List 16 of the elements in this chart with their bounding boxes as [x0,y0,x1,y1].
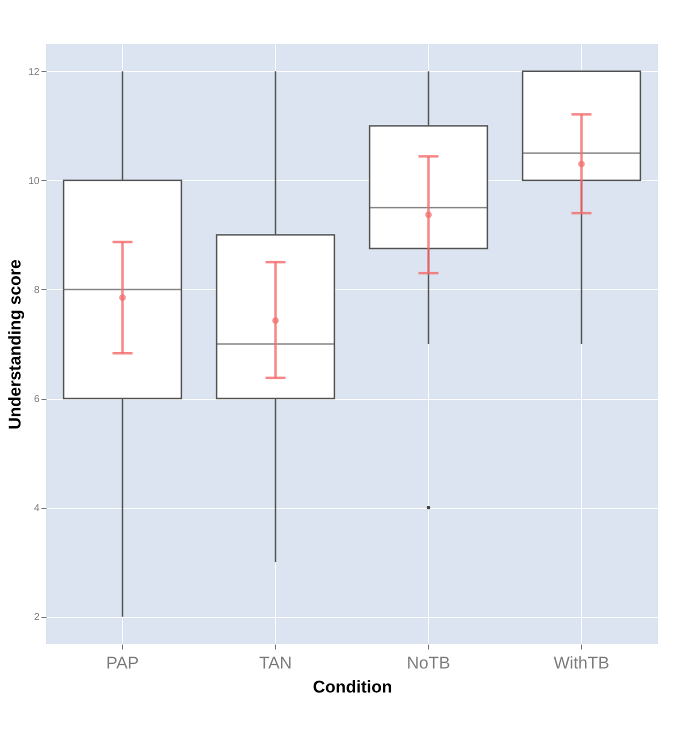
y-tick-label: 6 [34,394,40,406]
y-tick-label: 12 [28,66,40,78]
x-tick-label: PAP [106,654,139,672]
x-tick-label: WithTB [554,654,610,672]
y-axis-title: Understanding score [5,259,24,430]
y-tick-label: 2 [34,612,40,624]
y-tick-label: 8 [34,284,40,296]
point [425,211,432,218]
point [119,294,126,301]
x-tick-label: NoTB [406,654,450,672]
x-tick-label: TAN [259,654,292,672]
point [578,160,585,168]
point [272,317,279,324]
x-axis-title: Condition [312,678,392,696]
y-tick-label: 4 [34,503,40,514]
y-tick-label: 10 [28,176,40,187]
